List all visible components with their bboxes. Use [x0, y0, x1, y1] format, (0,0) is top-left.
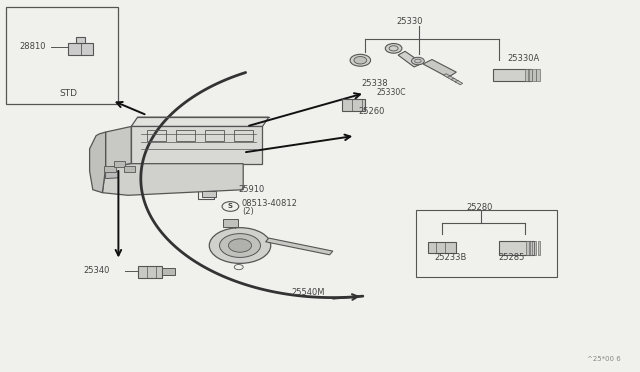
- Polygon shape: [106, 126, 131, 168]
- Polygon shape: [266, 238, 333, 255]
- Bar: [342, 99, 365, 111]
- Polygon shape: [423, 60, 456, 77]
- Circle shape: [350, 54, 371, 66]
- Polygon shape: [131, 126, 262, 164]
- Bar: [428, 242, 456, 253]
- Bar: [223, 219, 238, 227]
- Bar: [114, 161, 125, 167]
- Bar: [162, 268, 175, 275]
- Text: (2): (2): [242, 207, 253, 216]
- Bar: [499, 241, 534, 255]
- Text: 25910: 25910: [238, 185, 264, 194]
- Text: 25233B: 25233B: [434, 253, 467, 262]
- Bar: [536, 69, 540, 81]
- Text: 25338: 25338: [362, 79, 388, 88]
- Bar: [525, 69, 528, 81]
- Bar: [538, 241, 540, 255]
- Text: 25330: 25330: [397, 17, 423, 26]
- Bar: [68, 43, 93, 55]
- Text: 25330C: 25330C: [376, 88, 406, 97]
- Bar: [205, 130, 224, 141]
- Bar: [234, 130, 253, 141]
- Bar: [104, 166, 116, 172]
- Polygon shape: [447, 76, 455, 80]
- Text: 25260: 25260: [358, 107, 385, 116]
- Bar: [138, 266, 162, 278]
- Circle shape: [354, 57, 367, 64]
- Circle shape: [385, 44, 402, 53]
- Text: S: S: [228, 203, 233, 209]
- Bar: [176, 130, 195, 141]
- Bar: [202, 191, 216, 197]
- Bar: [530, 241, 532, 255]
- Polygon shape: [131, 117, 269, 126]
- Bar: [526, 241, 529, 255]
- Bar: [76, 37, 85, 43]
- Bar: [124, 166, 135, 172]
- Polygon shape: [444, 74, 451, 78]
- Polygon shape: [398, 51, 422, 67]
- Circle shape: [228, 239, 252, 252]
- Bar: [493, 69, 531, 81]
- Polygon shape: [455, 80, 463, 85]
- Circle shape: [412, 57, 424, 65]
- Bar: [6, 7, 118, 104]
- Text: 25540M: 25540M: [291, 288, 324, 296]
- Text: 25340: 25340: [83, 266, 109, 275]
- Bar: [532, 69, 536, 81]
- Bar: [529, 69, 532, 81]
- Circle shape: [209, 228, 271, 263]
- Text: 25285: 25285: [498, 253, 524, 262]
- Text: 28810: 28810: [19, 42, 45, 51]
- Polygon shape: [102, 164, 243, 195]
- Circle shape: [220, 234, 260, 257]
- Bar: [147, 130, 166, 141]
- Polygon shape: [90, 132, 106, 193]
- Bar: [534, 241, 536, 255]
- Polygon shape: [106, 171, 118, 179]
- Text: 25280: 25280: [466, 203, 492, 212]
- Text: STD: STD: [60, 89, 77, 98]
- Text: 08513-40812: 08513-40812: [242, 199, 298, 208]
- Text: 25330A: 25330A: [508, 54, 540, 63]
- Bar: [416, 210, 557, 277]
- Text: ^25*00 6: ^25*00 6: [587, 356, 621, 362]
- Polygon shape: [451, 78, 459, 83]
